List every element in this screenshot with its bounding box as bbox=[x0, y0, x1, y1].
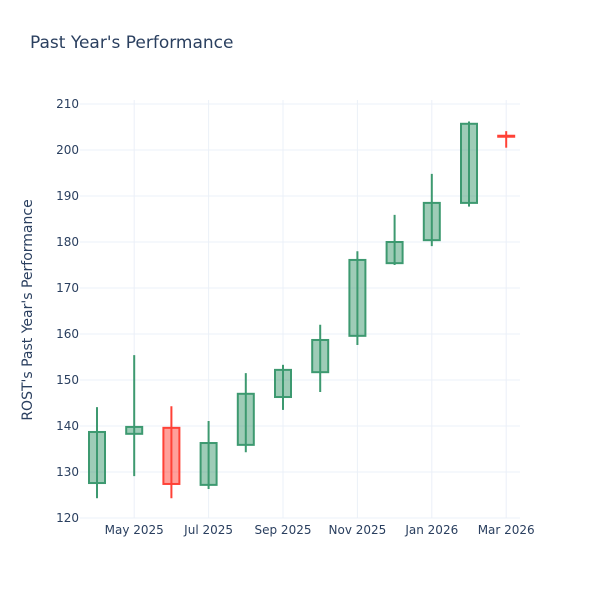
candle-increasing bbox=[311, 324, 330, 392]
candle-body bbox=[460, 122, 478, 204]
candle-body bbox=[125, 425, 144, 435]
y-tick-label: 200 bbox=[56, 143, 79, 157]
grid bbox=[80, 100, 520, 519]
candles bbox=[88, 121, 516, 499]
candle-body bbox=[422, 201, 441, 242]
candle-body bbox=[348, 258, 367, 337]
candle-increasing bbox=[274, 364, 292, 410]
candle-increasing bbox=[460, 121, 478, 207]
y-tick-label: 190 bbox=[56, 189, 79, 203]
candle-increasing bbox=[125, 355, 144, 477]
x-tick-label: Sep 2025 bbox=[255, 523, 312, 537]
x-tick-label: Jan 2026 bbox=[404, 523, 458, 537]
axes: 120 130 140 150 160 170 180 190 200 210 May 2025 Ju… bbox=[56, 97, 535, 537]
x-tick-label: May 2025 bbox=[105, 523, 164, 537]
x-tick-label: Mar 2026 bbox=[478, 523, 535, 537]
x-tick-label: Nov 2025 bbox=[329, 523, 387, 537]
candle-body bbox=[385, 241, 404, 265]
candle-body bbox=[199, 442, 218, 486]
candle-decreasing bbox=[162, 406, 181, 499]
candle-increasing bbox=[88, 407, 106, 499]
y-tick-label: 160 bbox=[56, 327, 79, 341]
y-tick-label: 140 bbox=[56, 419, 79, 433]
y-tick-label: 130 bbox=[56, 465, 79, 479]
candle-body bbox=[236, 392, 255, 446]
candle-body bbox=[274, 368, 292, 399]
x-tick-label: Jul 2025 bbox=[183, 523, 233, 537]
candle-decreasing bbox=[497, 131, 516, 148]
candle-increasing bbox=[199, 420, 218, 490]
chart-title: Past Year's Performance bbox=[30, 33, 234, 53]
y-tick-label: 120 bbox=[56, 511, 79, 525]
candle-increasing bbox=[348, 251, 367, 346]
candle-body bbox=[497, 134, 516, 138]
candle-body bbox=[88, 430, 106, 485]
candle-body bbox=[311, 338, 330, 374]
candle-increasing bbox=[236, 373, 255, 453]
candle-increasing bbox=[385, 214, 404, 265]
y-tick-label: 150 bbox=[56, 373, 79, 387]
candle-increasing bbox=[422, 173, 441, 247]
candle-body bbox=[162, 426, 181, 485]
y-tick-label: 180 bbox=[56, 235, 79, 249]
y-axis-label: ROST's Past Year's Performance bbox=[20, 199, 36, 420]
y-tick-label: 210 bbox=[56, 97, 79, 111]
y-tick-label: 170 bbox=[56, 281, 79, 295]
